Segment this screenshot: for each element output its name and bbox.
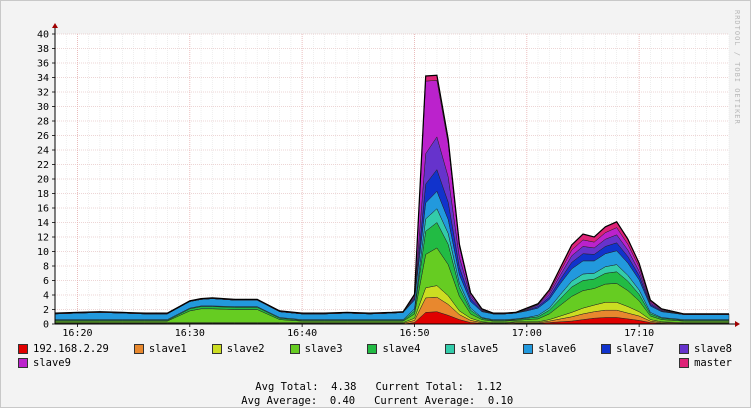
legend-swatch (133, 344, 144, 354)
legend-swatch (367, 344, 378, 354)
current-total-label: Current Total: (375, 381, 464, 393)
y-tick-label: 38 (37, 44, 49, 55)
x-tick-label: 17:10 (624, 328, 654, 339)
legend-item: 192.168.2.29 (18, 343, 109, 355)
legend-label: slave7 (616, 343, 655, 355)
avg-total-value: 4.38 (331, 381, 357, 393)
legend-item: slave4 (367, 343, 420, 355)
x-tick-label: 16:20 (62, 328, 92, 339)
y-tick-label: 10 (37, 247, 49, 258)
legend-label: slave1 (148, 343, 187, 355)
legend-item: slave5 (445, 343, 498, 355)
legend-item: slave2 (211, 343, 265, 355)
legend-swatch (211, 344, 222, 354)
legend-item: slave9 (18, 357, 71, 369)
y-tick-label: 16 (37, 204, 49, 215)
legend-swatch (445, 344, 456, 354)
current-total-value: 1.12 (476, 381, 502, 393)
legend-item: master (679, 357, 732, 369)
x-axis-arrow (735, 321, 740, 327)
legend-label: slave8 (694, 343, 732, 355)
y-tick-label: 20 (37, 175, 49, 186)
legend-item: slave7 (601, 343, 654, 355)
legend-item: slave1 (133, 343, 187, 355)
y-tick-label: 28 (37, 117, 49, 128)
y-tick-label: 18 (37, 189, 49, 200)
legend-swatch (18, 344, 28, 354)
y-tick-label: 26 (37, 131, 49, 142)
legend-swatch (523, 344, 534, 354)
rrdtool-watermark: RRDTOOL / TOBI OETIKER (733, 10, 741, 125)
legend-swatch (289, 344, 300, 354)
grid (54, 33, 730, 325)
y-axis-arrow (52, 23, 58, 28)
y-tick-label: 2 (43, 305, 49, 316)
legend-label: slave2 (226, 343, 265, 355)
y-tick-label: 0 (43, 320, 49, 331)
legend-item: slave8 (679, 343, 732, 355)
legend-item: slave6 (523, 343, 576, 355)
y-tick-label: 36 (37, 59, 49, 70)
x-tick-label: 16:50 (399, 328, 429, 339)
legend-label: slave5 (460, 343, 499, 355)
avg-total-label: Avg Total: (255, 381, 319, 393)
x-tick-labels: 16:20 16:30 16:40 16:50 17:00 17:10 (62, 324, 654, 339)
legend-label: master (694, 357, 732, 369)
legend-label: 192.168.2.29 (33, 343, 109, 355)
legend-swatch (18, 358, 28, 368)
legend: 192.168.2.29 slave1 slave2 slave3 slave4 slav… (18, 342, 732, 370)
avg-average-label: Avg Average: (241, 395, 318, 407)
y-tick-label: 40 (37, 30, 49, 41)
stacked-areas (54, 74, 730, 325)
x-tick-label: 16:40 (287, 328, 317, 339)
x-tick-label: 17:00 (512, 328, 542, 339)
y-tick-label: 22 (37, 160, 49, 171)
current-average-value: 0.10 (487, 395, 514, 407)
y-tick-label: 34 (37, 73, 49, 84)
y-tick-label: 32 (37, 88, 49, 99)
legend-label: slave6 (538, 343, 577, 355)
y-tick-label: 12 (37, 233, 49, 244)
legend-label: slave9 (33, 357, 71, 369)
y-tick-label: 24 (37, 146, 49, 157)
legend-swatch (679, 358, 690, 368)
y-tick-label: 4 (43, 291, 49, 302)
legend-swatch (601, 344, 612, 354)
avg-average-value: 0.40 (329, 395, 356, 407)
y-tick-label: 30 (37, 102, 49, 113)
legend-item: slave3 (289, 343, 343, 355)
y-tick-label: 6 (43, 276, 49, 287)
legend-label: slave4 (382, 343, 421, 355)
legend-swatch (679, 344, 690, 354)
total-outline (54, 74, 729, 315)
y-tick-label: 8 (43, 262, 49, 273)
y-tick-label: 14 (37, 218, 49, 229)
x-tick-label: 16:30 (175, 328, 205, 339)
current-average-label: Current Average: (374, 395, 476, 407)
legend-label: slave3 (304, 343, 343, 355)
